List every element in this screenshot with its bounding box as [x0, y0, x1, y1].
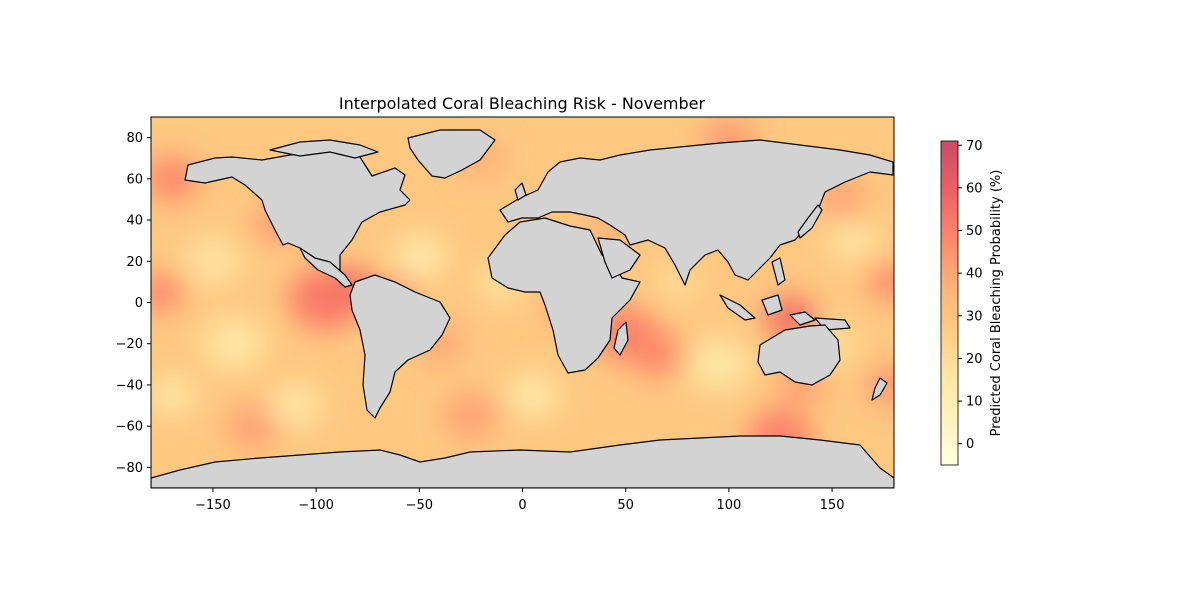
- colorbar-tick-label: 20: [966, 352, 983, 367]
- x-tick-label: −50: [406, 498, 433, 513]
- land-south-america: [349, 274, 451, 419]
- y-tick-label: −20: [116, 337, 143, 352]
- land-madagascar: [613, 321, 629, 356]
- land-philippines: [771, 257, 786, 286]
- y-axis: −80 −60 −40 −20 0 20 40 60 80: [116, 131, 151, 476]
- land-antarctica: [151, 435, 894, 488]
- chart-title: Interpolated Coral Bleaching Risk - Nove…: [339, 94, 706, 113]
- land-central-america: [299, 247, 353, 288]
- y-tick-label: 20: [126, 255, 143, 270]
- landmasses: [151, 129, 894, 488]
- heatmap-hotspot: [151, 274, 183, 311]
- x-tick-label: −150: [195, 498, 231, 513]
- heatmap-hotspot: [227, 403, 282, 449]
- heatmap-hotspot: [505, 372, 560, 418]
- colorbar: 0 10 20 30 40 50 60 70 Predicted Coral Bleachin…: [940, 139, 1004, 466]
- heatmap-hotspot: [268, 382, 323, 429]
- land-australia: [757, 324, 841, 386]
- heatmap-hotspot: [392, 234, 447, 280]
- x-tick-label: 0: [518, 498, 526, 513]
- y-tick-label: −80: [116, 461, 143, 476]
- y-tick-label: 40: [126, 214, 143, 229]
- colorbar-tick-label: 30: [966, 309, 983, 324]
- heatmap-hotspot: [151, 156, 199, 202]
- heatmap-hotspot: [686, 337, 751, 392]
- colorbar-tick-label: 40: [966, 267, 983, 282]
- x-tick-label: 50: [617, 498, 634, 513]
- colorbar-tick-label: 50: [966, 224, 983, 239]
- land-uk: [514, 182, 527, 201]
- x-tick-label: 100: [716, 498, 741, 513]
- colorbar-gradient: [940, 140, 959, 466]
- heatmap-hotspot: [183, 236, 243, 287]
- colorbar-tick-label: 0: [966, 437, 974, 452]
- colorbar-tick-label: 70: [966, 139, 983, 154]
- heatmap-hotspot: [868, 263, 894, 301]
- y-tick-label: 0: [135, 296, 143, 311]
- land-eurasia: [499, 139, 894, 286]
- land-indonesia: [719, 294, 851, 331]
- y-tick-label: −40: [116, 378, 143, 393]
- heatmap-hotspot: [629, 331, 684, 377]
- map-plot-area: −150 −100 −50 0 50 100 150 −80 −60 −40 −20 0 20 40 60…: [116, 116, 895, 513]
- y-tick-label: 60: [126, 172, 143, 187]
- x-axis: −150 −100 −50 0 50 100 150: [195, 488, 844, 513]
- land-arabia: [597, 237, 641, 279]
- x-tick-label: −100: [298, 498, 334, 513]
- y-tick-label: 80: [126, 131, 143, 146]
- y-tick-label: −60: [116, 420, 143, 435]
- x-tick-label: 150: [820, 498, 845, 513]
- colorbar-label: Predicted Coral Bleaching Probability (%…: [989, 170, 1004, 437]
- land-arctic-islands: [269, 139, 379, 159]
- land-japan: [797, 204, 823, 239]
- land-new-zealand: [871, 377, 888, 401]
- heatmap-hotspot: [201, 316, 266, 371]
- colorbar-tick-label: 10: [966, 395, 983, 410]
- heatmap-hotspot: [151, 374, 196, 416]
- land-greenland: [407, 129, 496, 179]
- heatmap-hotspot: [825, 217, 880, 264]
- colorbar-tick-label: 60: [966, 181, 983, 196]
- land-africa: [487, 217, 641, 374]
- heatmap-hotspot: [444, 393, 498, 439]
